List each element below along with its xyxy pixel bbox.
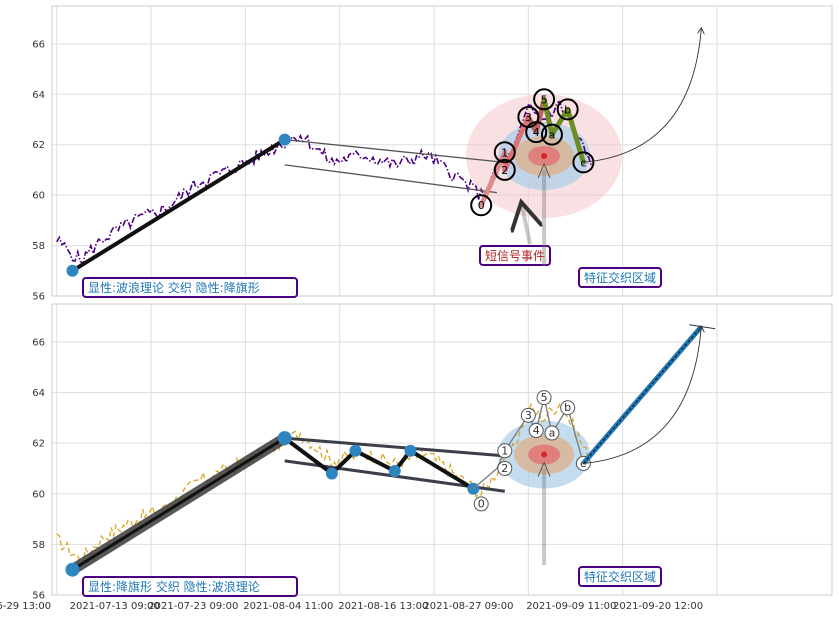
flag-point: [277, 431, 292, 446]
wave-segment: [541, 96, 555, 138]
wave-label-circle: [470, 194, 493, 217]
annotation-box: [578, 267, 662, 288]
wave-label: 0: [478, 497, 485, 510]
x-tick-label: 2021-09-20 12:00: [613, 601, 703, 612]
wave-label: 0: [478, 199, 485, 212]
wave-label-circle: [525, 121, 548, 144]
projection-line: [583, 326, 702, 464]
projection-arrow: [583, 29, 701, 163]
wave-label: 4: [533, 126, 540, 139]
wave-label-circle: [572, 151, 595, 174]
flag-zigzag: [283, 436, 475, 491]
wave-label: 2: [501, 462, 508, 475]
flag-channel-line: [284, 436, 505, 458]
x-tick-label: 2021-07-13 09:00: [70, 601, 160, 612]
wave-label-circle: [533, 88, 556, 111]
price-line: [56, 401, 592, 565]
zone-arrow-head: [537, 461, 551, 477]
wave-label: b: [564, 103, 571, 116]
x-tick-label: 2021-08-04 11:00: [243, 601, 333, 612]
panel-top: 56 58 60 62 64 66 0 1 2 34 5 ab c 显性:波浪理论 交织 隐性:降旗形 短信…: [32, 5, 833, 303]
annotation-box: [82, 277, 298, 298]
wave-label: 1: [501, 444, 508, 457]
wave-label: 3: [525, 111, 532, 124]
y-tick-label: 56: [32, 591, 45, 602]
trend-line: [71, 436, 286, 571]
flag-channel-line: [284, 164, 498, 194]
signal-arrow: [522, 206, 530, 245]
panel-bottom: 565860626466012345abe显性:降旗形 交织 隐性:波浪理论特征…: [0, 303, 833, 612]
flag-channel-line: [284, 139, 505, 163]
y-tick-label: 58: [32, 540, 45, 551]
flag-point: [388, 465, 401, 478]
trend-start-point: [65, 562, 80, 577]
signal-zone-dot: [541, 451, 548, 458]
wave-label-circle: [536, 390, 552, 406]
wave-segment: [549, 106, 571, 138]
y-tick-label: 66: [32, 39, 45, 50]
zone-arrow-head: [537, 162, 551, 179]
annotation-box: [479, 245, 551, 266]
y-tick-label: 60: [32, 489, 45, 500]
wave-label: a: [549, 427, 556, 440]
wave-label-circle: [560, 400, 576, 416]
flag-point: [404, 444, 417, 457]
wave-label: b: [564, 401, 571, 414]
y-tick-label: 64: [32, 90, 45, 101]
x-tick-label: 2021-08-16 13:00: [338, 601, 428, 612]
annotation-text: 特征交织区域: [584, 569, 656, 584]
wave-label: a: [549, 129, 556, 142]
wave-label: 5: [541, 93, 548, 106]
annotation-text: 显性:波浪理论 交织 隐性:降旗形: [88, 280, 260, 295]
y-tick-label: 64: [32, 388, 45, 399]
y-tick-label: 62: [32, 439, 45, 450]
y-tick-label: 62: [32, 140, 45, 151]
wave-label-circle: [493, 158, 516, 181]
wave-label-circle: [493, 141, 516, 164]
trend-start-point: [66, 264, 79, 277]
x-tick-label: 2021-06-29 13:00: [0, 601, 51, 612]
annotation-text: 特征交织区域: [584, 270, 656, 285]
wave-label: 4: [533, 424, 540, 437]
y-tick-label: 60: [32, 191, 45, 202]
wave-label-circle: [520, 407, 536, 423]
y-tick-label: 56: [32, 292, 45, 303]
plot-area-top: [51, 5, 833, 297]
wave-label: 1: [501, 146, 508, 159]
projection-arrow: [583, 327, 701, 464]
wave-label: 5: [541, 391, 548, 404]
wave-label: 3: [525, 409, 532, 422]
y-tick-label: 58: [32, 241, 45, 252]
wave-label-circle: [497, 443, 513, 459]
x-tick-label: 2021-08-27 09:00: [423, 601, 513, 612]
trend-end-point: [278, 133, 291, 146]
signal-zone-dot: [541, 153, 548, 160]
flag-point: [325, 467, 338, 480]
wave-label-circle: [540, 123, 563, 146]
x-tick-label: 2021-07-23 09:00: [148, 601, 238, 612]
wave-label-circle: [556, 98, 579, 121]
wave-label-circle: [473, 496, 489, 512]
y-tick-label: 66: [32, 337, 45, 348]
wave-label-circle: [497, 460, 513, 476]
x-tick-label: 2021-09-09 11:00: [526, 601, 616, 612]
flag-point: [349, 444, 362, 457]
annotation-box: [82, 576, 298, 597]
annotation-text: 显性:降旗形 交织 隐性:波浪理论: [88, 579, 260, 594]
trend-line: [71, 137, 286, 273]
wave-label: 2: [501, 164, 508, 177]
wave-label: c: [580, 156, 586, 169]
annotation-text: 短信号事件: [485, 249, 545, 263]
annotation-box: [578, 566, 662, 587]
wave-label-circle: [544, 425, 560, 441]
wave-label-circle: [528, 423, 544, 439]
